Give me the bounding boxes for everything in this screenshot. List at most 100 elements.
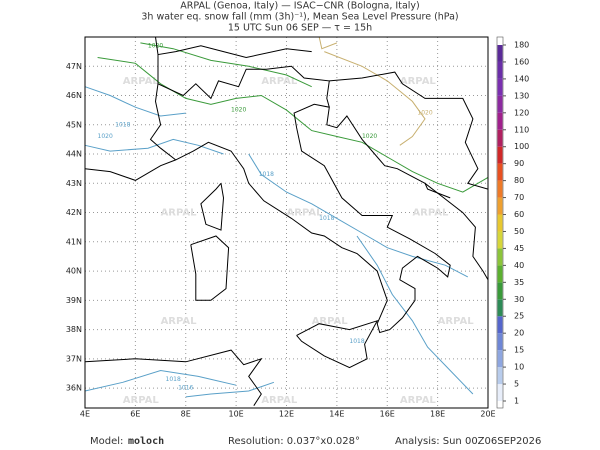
colorbar-label: 70 — [514, 193, 524, 202]
isobar — [84, 138, 224, 155]
map-frame — [84, 36, 489, 409]
lat-tick-label: 44N — [66, 150, 82, 159]
coastline — [329, 71, 489, 190]
colorbar-label: 50 — [514, 227, 524, 236]
lat-tick-label: 38N — [66, 325, 82, 334]
isobar-label: 1018 — [115, 121, 130, 128]
colorbar-label: 100 — [514, 142, 529, 151]
coastline — [84, 349, 263, 406]
colorbar: 1510152025303540455060708090100110120130… — [496, 36, 529, 409]
colorbar-label: 25 — [514, 312, 524, 321]
watermark: ARPAL — [412, 208, 449, 219]
coastline — [296, 319, 379, 369]
isobar-label: 1018 — [166, 376, 181, 383]
watermark: ARPAL — [400, 76, 437, 87]
colorbar-segment — [497, 367, 503, 385]
colorbar-label: 20 — [514, 329, 524, 338]
watermark: ARPAL — [312, 316, 349, 327]
watermark: ARPAL — [123, 76, 160, 87]
isobar-label: 1020 — [231, 107, 246, 114]
colorbar-segment — [497, 146, 503, 164]
colorbar-segment — [497, 333, 503, 351]
colorbar-segment — [497, 384, 503, 401]
lat-tick-label: 40N — [66, 267, 82, 276]
footer-analysis: Analysis: Sun 00Z06SEP2026 — [395, 436, 541, 447]
watermark: ARPAL — [161, 208, 198, 219]
lat-tick-label: 46N — [66, 91, 82, 100]
colorbar-segment — [497, 231, 503, 249]
colorbar-segment — [497, 316, 503, 334]
isobar — [84, 369, 237, 392]
coastline — [190, 235, 230, 301]
lat-tick-label: 39N — [66, 296, 82, 305]
lat-tick-label: 36N — [66, 384, 82, 393]
lon-tick-label: 8E — [181, 410, 191, 419]
lon-tick-label: 10E — [229, 410, 244, 419]
isobar — [140, 42, 312, 88]
isobar — [84, 86, 186, 117]
isobar-label: 1018 — [259, 171, 274, 178]
colorbar-label: 180 — [514, 41, 529, 50]
colorbar-segment — [497, 350, 503, 368]
colorbar-segment — [497, 282, 503, 300]
watermark: ARPAL — [400, 395, 437, 406]
header-line: 15 UTC Sun 06 SEP — τ = 15h — [228, 23, 372, 34]
isobar — [318, 36, 338, 50]
colorbar-label: 140 — [514, 74, 529, 83]
lon-tick-label: 20E — [480, 410, 495, 419]
isobar-label: 1020 — [98, 133, 113, 140]
isobar-label: 1018 — [319, 215, 334, 222]
isobar — [248, 153, 469, 278]
colorbar-segment — [497, 163, 503, 181]
colorbar-label: 120 — [514, 108, 529, 117]
colorbar-label: 35 — [514, 278, 524, 287]
colorbar-label: 10 — [514, 363, 524, 372]
colorbar-label: 160 — [514, 57, 529, 66]
colorbar-label: 1 — [514, 397, 519, 406]
lon-tick-label: 18E — [430, 410, 445, 419]
coastline — [200, 182, 225, 231]
colorbar-label: 80 — [514, 176, 524, 185]
colorbar-segment — [497, 129, 503, 147]
lat-tick-label: 41N — [66, 237, 82, 246]
colorbar-label: 45 — [514, 244, 524, 253]
header-line: 3h water eq. snow fall (mm (3h)⁻¹), Mean… — [141, 12, 458, 23]
lat-tick-label: 43N — [66, 179, 82, 188]
footer-model-label: Model: — [90, 436, 123, 447]
colorbar-label: 15 — [514, 346, 524, 355]
colorbar-segment — [497, 248, 503, 266]
header-line: ARPAL (Genoa, Italy) — ISAC−CNR (Bologna… — [180, 1, 420, 12]
isobar — [324, 51, 426, 146]
map: 4E 6E 8E 10E 12E 14E 16E 18E 20E 36N 37N 38N 39N 40N 4… — [66, 36, 496, 419]
colorbar-segment — [497, 61, 503, 79]
colorbar-segment — [497, 197, 503, 215]
lat-tick-label: 47N — [66, 62, 82, 71]
coastline — [424, 183, 451, 199]
watermark: ARPAL — [161, 316, 198, 327]
colorbar-label: 40 — [514, 261, 524, 270]
isobar — [185, 381, 275, 398]
lat-tick-label: 45N — [66, 120, 82, 129]
colorbar-segment — [497, 299, 503, 317]
colorbar-segment — [497, 95, 503, 113]
footer-model: moloch — [128, 436, 164, 447]
colorbar-label: 5 — [514, 380, 519, 389]
colorbar-segment — [497, 214, 503, 232]
colorbar-segment — [497, 45, 503, 62]
isobar — [356, 235, 474, 395]
colorbar-label: 110 — [514, 125, 529, 134]
colorbar-label: 30 — [514, 295, 524, 304]
watermark: ARPAL — [261, 395, 298, 406]
colorbar-label: 90 — [514, 159, 524, 168]
isobar-label: 1020 — [148, 42, 163, 49]
isobar-label: 1020 — [417, 110, 432, 117]
colorbar-segment — [497, 265, 503, 283]
coastline — [149, 54, 177, 161]
lon-tick-label: 14E — [329, 410, 344, 419]
colorbar-segment — [497, 78, 503, 96]
isobar-label: 1018 — [349, 338, 364, 345]
coastline — [84, 103, 489, 334]
watermark: ARPAL — [123, 395, 160, 406]
colorbar-label: 130 — [514, 91, 529, 100]
